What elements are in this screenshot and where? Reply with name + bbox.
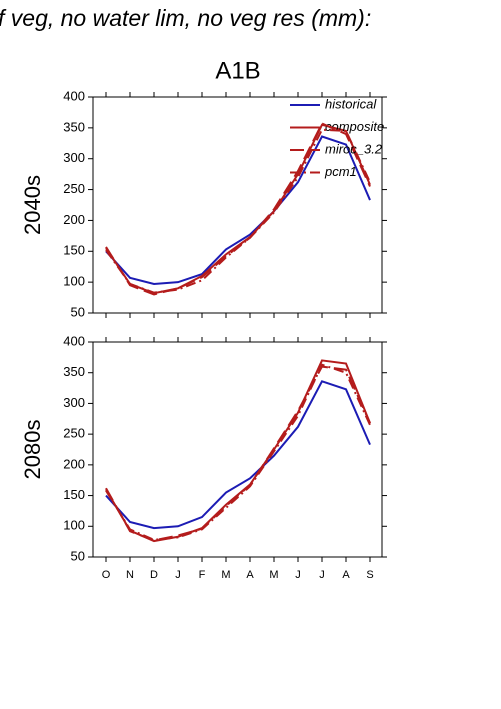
y-tick-label: 400 [63, 88, 85, 103]
x-tick-label: S [366, 569, 373, 581]
legend-label: pcm1 [324, 164, 357, 179]
y-axis-label: 2040s [20, 175, 45, 235]
series-line [105, 128, 371, 294]
y-axis-label: 2080s [20, 420, 45, 480]
y-tick-label: 400 [63, 333, 85, 348]
y-tick-label: 150 [63, 487, 85, 502]
x-tick-label: M [221, 569, 230, 581]
y-tick-label: 250 [63, 426, 85, 441]
y-tick-label: 50 [71, 304, 85, 319]
series-line [105, 380, 371, 530]
y-tick-label: 100 [63, 274, 85, 289]
series-line [105, 135, 371, 286]
y-tick-label: 50 [71, 548, 85, 563]
x-tick-label: J [175, 569, 181, 581]
plot-frame [92, 341, 383, 558]
x-tick-label: J [295, 569, 301, 581]
legend-label: composite [325, 119, 384, 134]
series-line [105, 365, 371, 542]
series-line [105, 359, 371, 543]
legend-label: historical [325, 96, 377, 111]
y-tick-label: 300 [63, 150, 85, 165]
y-tick-label: 100 [63, 518, 85, 533]
x-tick-label: D [150, 569, 158, 581]
y-tick-label: 200 [63, 212, 85, 227]
y-tick-label: 300 [63, 395, 85, 410]
y-tick-label: 350 [63, 119, 85, 134]
chart-title: f veg, no water lim, no veg res (mm): [0, 5, 371, 31]
y-tick-label: 350 [63, 364, 85, 379]
series-line [105, 363, 371, 541]
chart-subtitle: A1B [215, 57, 260, 84]
x-tick-label: A [246, 569, 254, 581]
x-tick-label: M [269, 569, 278, 581]
x-tick-label: O [102, 569, 111, 581]
x-tick-label: N [126, 569, 134, 581]
y-tick-label: 250 [63, 181, 85, 196]
x-tick-label: J [319, 569, 325, 581]
y-tick-label: 200 [63, 456, 85, 471]
y-tick-label: 150 [63, 243, 85, 258]
x-tick-label: A [342, 569, 350, 581]
plot-frame [92, 96, 383, 314]
x-tick-label: F [199, 569, 206, 581]
